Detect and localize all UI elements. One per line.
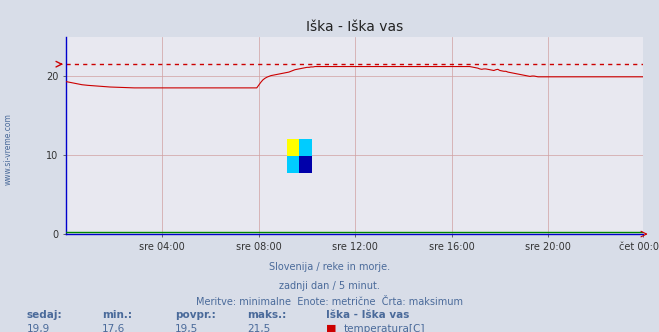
Text: Iška - Iška vas: Iška - Iška vas bbox=[326, 310, 410, 320]
Text: povpr.:: povpr.: bbox=[175, 310, 215, 320]
Bar bbox=[287, 156, 299, 173]
Text: temperatura[C]: temperatura[C] bbox=[344, 324, 426, 332]
Text: 19,5: 19,5 bbox=[175, 324, 198, 332]
Text: sedaj:: sedaj: bbox=[26, 310, 62, 320]
Bar bbox=[299, 156, 312, 173]
Text: ■: ■ bbox=[326, 324, 337, 332]
Text: maks.:: maks.: bbox=[247, 310, 287, 320]
Bar bbox=[287, 139, 299, 156]
Text: 17,6: 17,6 bbox=[102, 324, 125, 332]
Text: 19,9: 19,9 bbox=[26, 324, 49, 332]
Text: min.:: min.: bbox=[102, 310, 132, 320]
Text: zadnji dan / 5 minut.: zadnji dan / 5 minut. bbox=[279, 281, 380, 290]
Text: Meritve: minimalne  Enote: metrične  Črta: maksimum: Meritve: minimalne Enote: metrične Črta:… bbox=[196, 297, 463, 307]
Text: Slovenija / reke in morje.: Slovenija / reke in morje. bbox=[269, 262, 390, 272]
Bar bbox=[299, 139, 312, 156]
Title: Iška - Iška vas: Iška - Iška vas bbox=[306, 20, 403, 34]
Text: www.si-vreme.com: www.si-vreme.com bbox=[3, 114, 13, 185]
Text: 21,5: 21,5 bbox=[247, 324, 270, 332]
